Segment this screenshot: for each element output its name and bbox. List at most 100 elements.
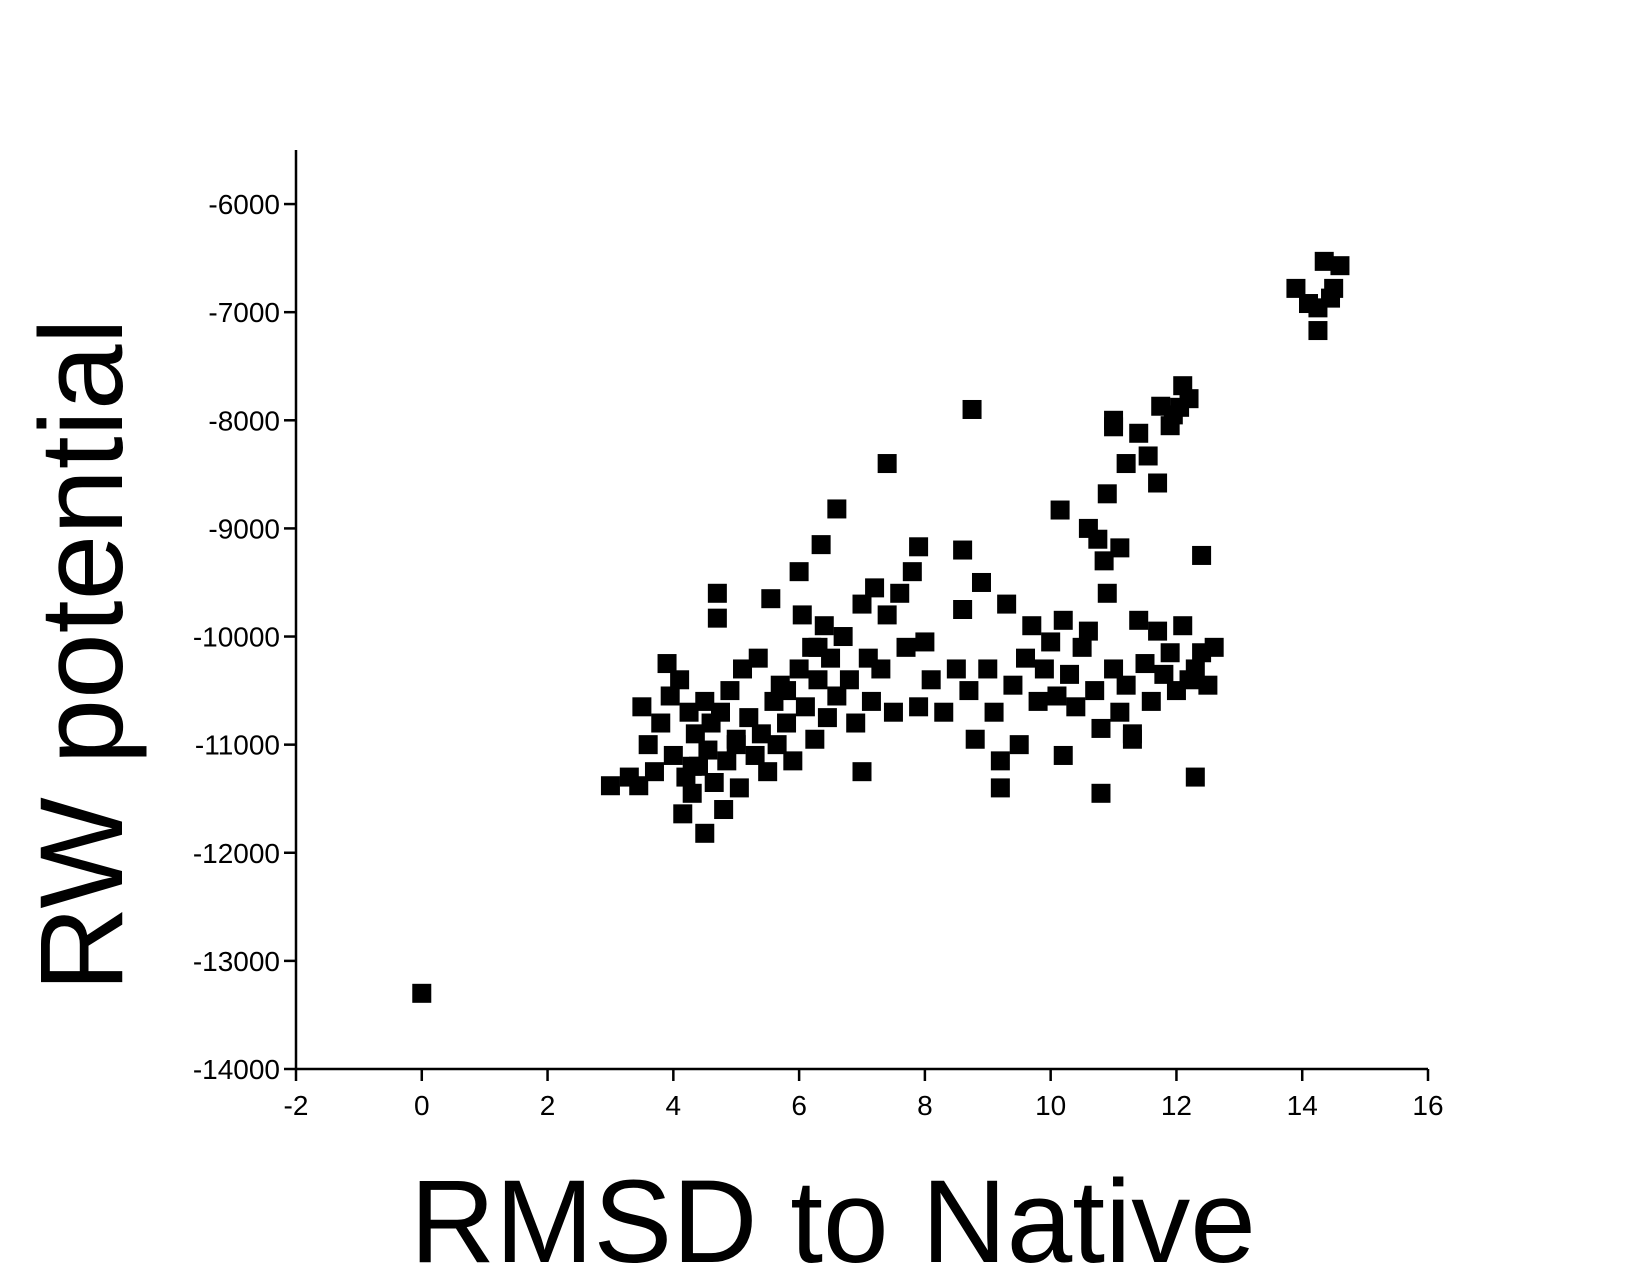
y-axis-title: RW potential <box>16 318 148 991</box>
point <box>714 800 734 820</box>
point <box>1060 664 1080 684</box>
point <box>1308 321 1328 341</box>
point <box>1009 735 1029 755</box>
point <box>915 632 935 652</box>
point <box>695 823 715 843</box>
point <box>1141 691 1161 711</box>
point <box>682 783 702 803</box>
point <box>1041 632 1061 652</box>
point <box>1053 745 1073 765</box>
point <box>1314 251 1334 271</box>
point <box>1138 446 1158 466</box>
point <box>707 583 727 603</box>
y-tick-label: -14000 <box>193 1054 280 1085</box>
point <box>839 670 859 690</box>
x-tick-label: 10 <box>1035 1090 1066 1121</box>
point <box>1185 659 1205 679</box>
point <box>896 637 916 657</box>
point <box>1097 583 1117 603</box>
point <box>1324 278 1344 298</box>
point <box>726 735 746 755</box>
point <box>1072 637 1092 657</box>
point <box>890 583 910 603</box>
point <box>965 729 985 749</box>
point <box>717 751 737 771</box>
point <box>1085 681 1105 701</box>
point <box>805 729 825 749</box>
point <box>720 681 740 701</box>
point <box>1148 473 1168 493</box>
y-tick-label: -13000 <box>193 946 280 977</box>
point <box>745 745 765 765</box>
y-tick-label: -8000 <box>208 405 280 436</box>
point <box>1091 718 1111 738</box>
point <box>852 762 872 782</box>
point <box>1204 637 1224 657</box>
point <box>1028 691 1048 711</box>
point <box>789 562 809 582</box>
x-tick-label: 6 <box>791 1090 807 1121</box>
point <box>909 697 929 717</box>
point <box>1003 675 1023 695</box>
point <box>1110 538 1130 558</box>
point <box>846 713 866 733</box>
y-tick-label: -10000 <box>193 622 280 653</box>
point <box>1034 659 1054 679</box>
point <box>959 681 979 701</box>
point <box>814 616 834 636</box>
x-tick-label: 4 <box>666 1090 682 1121</box>
point <box>733 659 753 679</box>
point <box>673 804 693 824</box>
point <box>748 648 768 668</box>
point <box>909 537 929 557</box>
point <box>638 735 658 755</box>
point <box>978 659 998 679</box>
x-tick-label: -2 <box>284 1090 309 1121</box>
point <box>1192 545 1212 565</box>
point <box>767 735 787 755</box>
point <box>877 454 897 474</box>
point <box>1129 610 1149 630</box>
point <box>758 762 778 782</box>
point <box>1016 648 1036 668</box>
point <box>751 724 771 744</box>
point <box>817 708 837 728</box>
point <box>657 654 677 674</box>
point <box>1104 417 1124 437</box>
point <box>1154 664 1174 684</box>
point <box>644 762 664 782</box>
point <box>883 702 903 722</box>
point <box>852 594 872 614</box>
point <box>629 776 649 796</box>
point <box>1022 616 1042 636</box>
x-tick-label: 8 <box>917 1090 933 1121</box>
point <box>789 659 809 679</box>
point <box>795 697 815 717</box>
point <box>1050 500 1070 520</box>
point <box>1160 643 1180 663</box>
point <box>632 697 652 717</box>
point <box>1097 484 1117 504</box>
x-tick-label: 12 <box>1161 1090 1192 1121</box>
point <box>698 740 718 760</box>
y-tick-label: -9000 <box>208 513 280 544</box>
point <box>953 540 973 560</box>
point <box>761 589 781 609</box>
point <box>1185 767 1205 787</box>
point <box>1094 551 1114 571</box>
point <box>729 778 749 798</box>
point <box>777 713 797 733</box>
point <box>679 702 699 722</box>
point <box>1129 423 1149 443</box>
point <box>1122 724 1142 744</box>
point <box>808 637 828 657</box>
point <box>953 600 973 619</box>
point <box>990 751 1010 771</box>
point <box>660 686 680 706</box>
point <box>1135 654 1155 674</box>
point <box>861 691 881 711</box>
point <box>1173 616 1193 636</box>
point <box>808 670 828 690</box>
point <box>711 702 730 722</box>
point <box>1116 675 1136 695</box>
